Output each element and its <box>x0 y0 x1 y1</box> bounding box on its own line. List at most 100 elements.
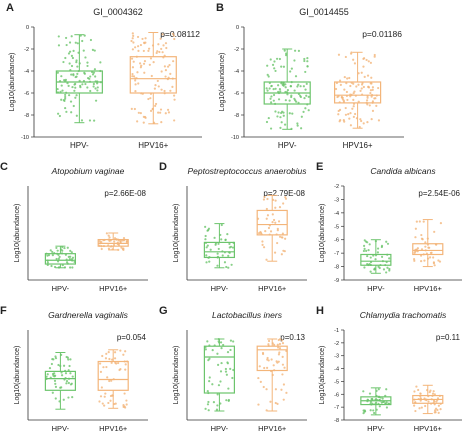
data-point <box>79 34 82 37</box>
data-point <box>286 93 289 96</box>
x-category-label: HPV- <box>367 424 385 433</box>
panel-title: Candida albicans <box>370 166 436 176</box>
data-point <box>227 399 230 402</box>
data-point <box>59 386 62 389</box>
data-point <box>274 69 277 73</box>
data-point <box>159 111 162 114</box>
data-point <box>264 229 267 233</box>
data-point <box>225 265 228 269</box>
y-axis-label: Log10(abundance) <box>9 53 16 112</box>
data-point <box>86 86 89 89</box>
data-point <box>226 351 230 354</box>
data-point <box>432 256 435 259</box>
data-point <box>369 89 373 92</box>
data-point <box>365 101 368 104</box>
data-point <box>271 373 274 377</box>
data-point <box>169 89 172 92</box>
data-point <box>269 400 272 403</box>
data-point <box>68 41 72 44</box>
data-point <box>99 370 103 373</box>
data-point <box>206 340 209 343</box>
y-tick-label: -6 <box>334 392 339 398</box>
data-point <box>259 380 262 383</box>
data-point <box>56 260 60 263</box>
data-point <box>426 257 430 260</box>
data-point <box>64 253 67 256</box>
data-point <box>283 366 286 369</box>
data-point <box>293 49 297 52</box>
data-point <box>152 121 156 124</box>
data-point <box>91 70 94 74</box>
data-point <box>414 236 417 239</box>
data-point <box>375 408 378 411</box>
data-point <box>418 220 421 223</box>
y-tick-label: -8 <box>234 113 239 119</box>
data-point <box>265 409 268 412</box>
data-point <box>137 49 140 52</box>
data-point <box>278 235 282 238</box>
data-point <box>212 401 216 404</box>
data-point <box>306 103 309 106</box>
box-hpv-neg <box>55 34 103 124</box>
data-point <box>48 367 52 370</box>
x-category-label: HPV16+ <box>258 424 287 433</box>
data-point <box>284 83 287 86</box>
data-point <box>157 111 160 114</box>
data-point <box>375 104 378 107</box>
panel-letter: E <box>316 161 323 173</box>
data-point <box>131 32 134 35</box>
iqr-box <box>256 345 288 372</box>
data-point <box>277 91 281 95</box>
data-point <box>54 355 57 358</box>
data-point <box>282 65 286 68</box>
data-point <box>75 60 78 64</box>
data-point <box>380 245 383 249</box>
data-point <box>96 82 99 85</box>
data-point <box>278 351 281 354</box>
y-tick-label: -10 <box>231 135 239 141</box>
data-point <box>273 369 276 372</box>
data-point <box>267 343 270 346</box>
data-point <box>337 113 340 116</box>
data-point <box>63 99 66 103</box>
data-point <box>224 367 227 371</box>
data-point <box>56 87 59 91</box>
data-point <box>270 84 273 88</box>
data-point <box>297 101 300 104</box>
y-tick-label: -6 <box>334 238 339 244</box>
data-point <box>99 395 103 398</box>
data-point <box>265 388 268 391</box>
panel-letter: C <box>0 161 8 173</box>
data-point <box>60 374 64 377</box>
data-point <box>225 399 228 402</box>
data-point <box>52 358 55 361</box>
data-point <box>112 378 115 381</box>
data-point <box>355 85 358 88</box>
data-point <box>286 89 289 92</box>
y-tick-label: -4 <box>234 69 239 75</box>
data-point <box>219 233 222 237</box>
data-point <box>206 229 209 232</box>
data-point <box>66 82 69 85</box>
data-point <box>375 401 378 404</box>
data-point <box>360 119 363 123</box>
data-point <box>334 87 338 91</box>
panel-letter: A <box>6 2 14 14</box>
data-point <box>413 398 416 401</box>
data-point <box>125 399 128 402</box>
data-point <box>157 85 160 88</box>
data-point <box>75 94 78 97</box>
data-point <box>347 113 350 116</box>
data-point <box>60 98 63 101</box>
data-point <box>136 120 139 123</box>
data-point <box>92 85 95 88</box>
data-point <box>276 115 279 118</box>
data-point <box>351 107 354 110</box>
data-point <box>439 408 442 411</box>
data-point <box>437 411 440 414</box>
data-point <box>74 75 77 79</box>
data-point <box>76 65 79 68</box>
data-point <box>113 357 117 360</box>
data-point <box>88 80 92 83</box>
box-hpv-neg <box>203 338 235 412</box>
